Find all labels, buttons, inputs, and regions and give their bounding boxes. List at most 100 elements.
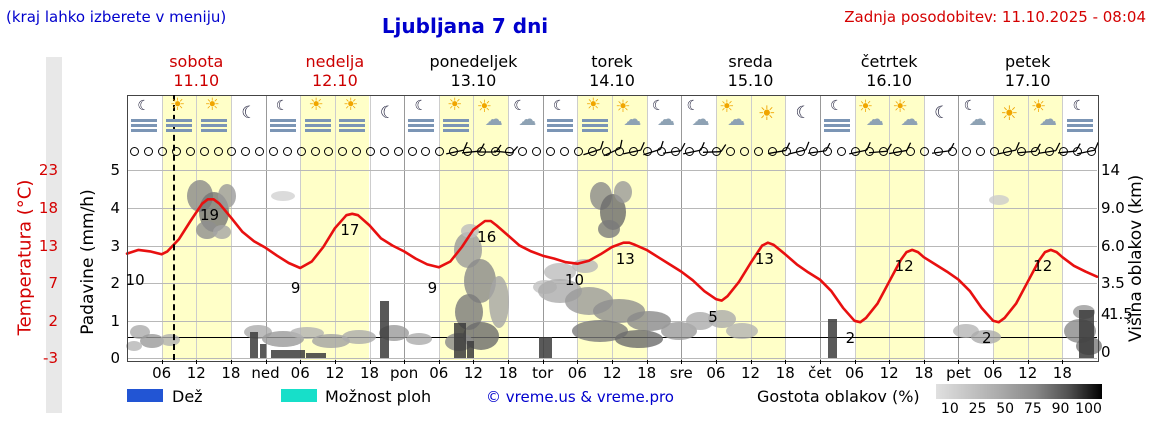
weather-icon-suncloud: ☀ ☁ <box>891 97 921 137</box>
fog-line <box>339 124 366 127</box>
weather-icon-fogmoon: ☾ <box>1065 97 1095 137</box>
x-hour-label: 12 <box>463 364 483 382</box>
day-name: torek <box>591 52 633 71</box>
precip-tick: 3 <box>110 236 120 255</box>
sun-glyph: ☀ <box>857 97 874 117</box>
cloud-height-tick: 3.5 <box>1101 274 1125 292</box>
x-day-label: čet <box>808 364 832 382</box>
x-day-label: sre <box>669 364 693 382</box>
weather-icon-suncloud: ☀ ☁ <box>476 97 506 137</box>
day-name: ponedeljek <box>429 52 518 71</box>
weather-icon-moon: ☾ <box>926 97 956 137</box>
wind-calm-icon <box>463 147 472 156</box>
day-date: 15.10 <box>727 71 774 90</box>
weather-icon-fogmoon: ☾ <box>268 97 298 137</box>
wind-calm-icon <box>449 147 459 156</box>
cloud-height-tick: 6.0 <box>1101 237 1125 255</box>
day-name: četrtek <box>860 52 918 71</box>
fog-line <box>131 129 158 132</box>
cloud-glyph: ☁ <box>900 109 919 130</box>
x-hour-label: 06 <box>706 364 726 382</box>
fog-line <box>408 124 435 127</box>
temp-point-label: 12 <box>1033 256 1053 275</box>
temp-point-label: 19 <box>200 206 220 225</box>
day-name: sobota <box>169 52 224 71</box>
sun-glyph: ☀ <box>308 95 324 115</box>
wind-calm-icon <box>213 147 223 156</box>
x-tick-mark <box>785 360 787 364</box>
cloud-glyph: ☁ <box>518 109 537 130</box>
weather-icon-suncloud: ☀ ☁ <box>857 97 887 137</box>
wind-calm-icon <box>282 147 292 156</box>
wind-calm-icon <box>352 147 362 156</box>
fog-line <box>339 119 366 122</box>
temperature-tick: -3 <box>43 349 58 368</box>
temperature-scale-strip <box>46 57 62 413</box>
wind-calm-icon <box>878 147 888 156</box>
wind-calm-icon <box>407 147 417 156</box>
temperature-tick: 23 <box>38 161 58 180</box>
wind-calm-icon <box>185 147 195 156</box>
x-tick-mark <box>923 360 925 364</box>
weather-icon-sun: ☀ <box>995 97 1025 137</box>
temp-point-label: 12 <box>894 256 914 275</box>
wind-calm-icon <box>518 147 528 156</box>
x-tick-mark <box>993 360 995 364</box>
moon-glyph: ☾ <box>963 98 977 114</box>
x-tick-mark <box>854 360 856 364</box>
precip-tick: 1 <box>110 311 120 330</box>
x-hour-label: 18 <box>775 364 795 382</box>
wind-calm-icon <box>393 147 403 156</box>
moon-glyph: ☾ <box>686 98 700 114</box>
day-header: ponedeljek 13.10 <box>404 52 543 90</box>
fog-line <box>269 124 296 127</box>
x-day-label: pet <box>946 364 971 382</box>
credit-link[interactable]: © vreme.us & vreme.pro <box>486 388 674 406</box>
fog-line <box>443 129 470 132</box>
wind-calm-icon <box>476 147 486 156</box>
moon-glyph: ☾ <box>241 103 257 123</box>
fog-line <box>304 129 331 132</box>
cloud-glyph: ☁ <box>484 109 503 130</box>
weather-icon-suncloud: ☀ ☁ <box>718 97 748 137</box>
cloud-height-tick: 14 <box>1101 161 1121 179</box>
fog-line <box>1066 119 1093 122</box>
moon-glyph: ☾ <box>795 103 811 123</box>
wind-calm-icon <box>1017 147 1027 156</box>
wind-calm-icon <box>366 147 375 156</box>
moon-glyph: ☾ <box>137 98 150 114</box>
x-tick-mark <box>715 360 717 364</box>
day-date: 14.10 <box>589 71 635 90</box>
wind-calm-icon <box>948 147 957 156</box>
moon-glyph: ☾ <box>379 103 396 123</box>
wind-calm-icon <box>629 147 639 156</box>
wind-calm-icon <box>324 147 334 156</box>
temp-point-label: 9 <box>290 278 301 297</box>
showers-legend-swatch <box>281 389 317 402</box>
fog-line <box>581 129 608 132</box>
wind-calm-icon <box>227 147 237 156</box>
sun-glyph: ☀ <box>1000 101 1019 125</box>
wind-calm-icon <box>837 147 847 156</box>
x-tick-mark <box>889 360 891 364</box>
sun-glyph: ☀ <box>343 95 359 115</box>
cloud-glyph: ☁ <box>865 109 884 130</box>
h-gridline <box>127 170 1097 172</box>
x-tick-mark <box>369 360 371 364</box>
x-hour-label: 06 <box>429 364 449 382</box>
cloud-height-tick: 9.0 <box>1101 199 1125 217</box>
wind-calm-icon <box>906 147 916 156</box>
day-date: 16.10 <box>866 71 913 90</box>
wind-calm-icon <box>241 147 251 156</box>
weather-icon-fogmoon: ☾ <box>822 97 852 137</box>
precip-tick: 2 <box>110 274 120 293</box>
moon-glyph: ☾ <box>830 98 843 114</box>
fog-line <box>165 124 192 127</box>
wind-calm-icon <box>989 147 999 156</box>
wind-calm-icon <box>864 147 874 156</box>
x-tick-mark <box>196 360 198 364</box>
wind-calm-icon <box>740 147 750 156</box>
wind-calm-icon <box>1058 147 1068 156</box>
weather-icon-sun: ☀ <box>753 97 783 137</box>
